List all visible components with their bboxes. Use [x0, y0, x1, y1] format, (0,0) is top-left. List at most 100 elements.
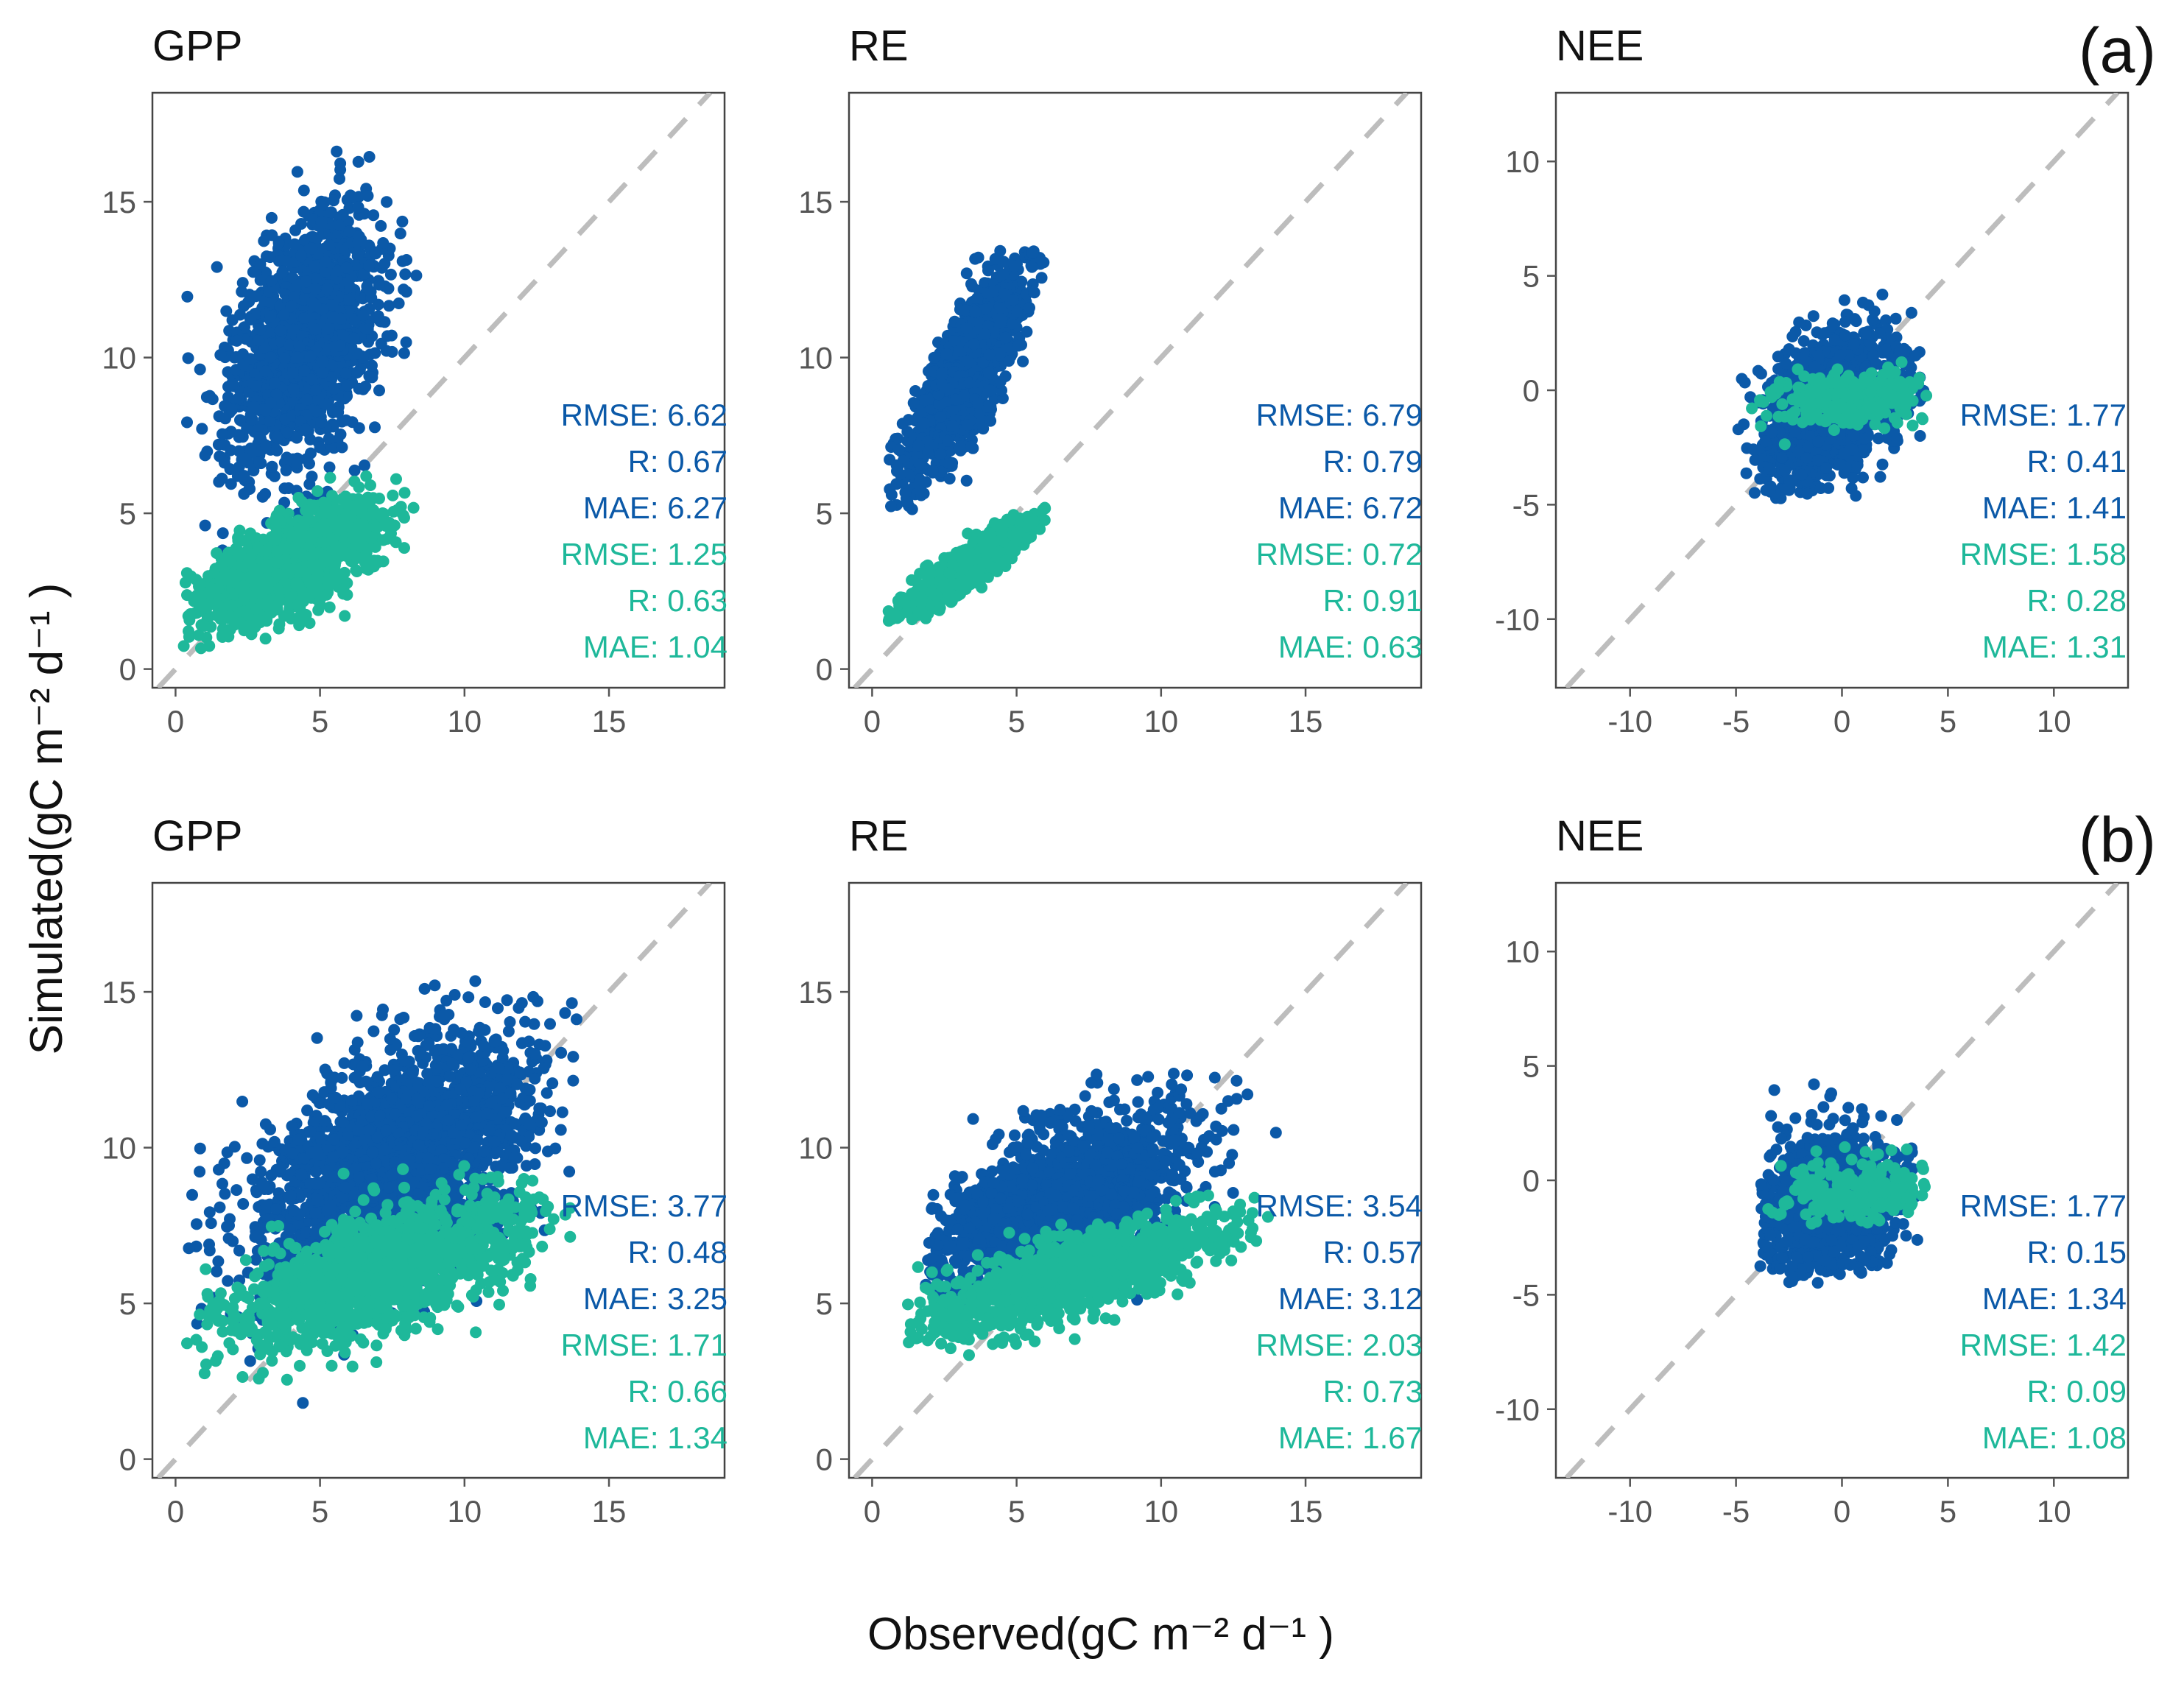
scatter-point — [181, 416, 193, 429]
scatter-point — [334, 428, 347, 440]
scatter-point — [278, 482, 291, 495]
scatter-point — [1004, 341, 1016, 353]
scatter-point — [993, 546, 1005, 558]
scatter-point — [934, 448, 947, 460]
scatter-point — [244, 527, 256, 540]
scatter-point — [312, 604, 325, 616]
scatter-point — [387, 489, 399, 501]
scatter-point — [300, 423, 312, 436]
scatter-point — [399, 268, 412, 281]
scatter-point — [912, 440, 925, 452]
scatter-point — [259, 633, 272, 645]
scatter-point — [309, 323, 322, 336]
scatter-point — [1038, 256, 1050, 269]
scatter-point — [234, 414, 246, 426]
scatter-point — [375, 219, 387, 232]
scatter-point — [289, 224, 302, 236]
scatter-point — [244, 619, 256, 631]
scatter-point — [932, 388, 945, 401]
scatter-point — [1039, 502, 1052, 515]
scatter-point — [961, 355, 973, 367]
scatter-point — [334, 339, 346, 352]
scatter-point — [253, 614, 266, 627]
scatter-point — [901, 434, 914, 447]
scatter-point — [294, 529, 306, 542]
x-tick-label: 5 — [311, 704, 328, 739]
scatter-point — [338, 566, 351, 579]
scatter-point — [323, 601, 336, 613]
scatter-point — [323, 461, 336, 473]
scatter-point — [946, 420, 959, 432]
scatter-point — [882, 605, 895, 617]
scatter-point — [373, 384, 385, 397]
scatter-point — [352, 155, 364, 168]
scatter-point — [265, 275, 278, 287]
scatter-point — [273, 585, 286, 597]
panel-title: GPP — [152, 22, 243, 70]
scatter-point — [336, 441, 348, 454]
scatter-point — [994, 317, 1007, 329]
scatter-point — [341, 577, 353, 589]
scatter-point — [926, 465, 939, 477]
scatter-point — [359, 459, 370, 471]
scatter-point — [216, 527, 229, 540]
scatter-point — [922, 573, 934, 585]
scatter-point — [915, 458, 927, 471]
scatter-point — [264, 415, 276, 427]
scatter-point — [398, 542, 410, 554]
scatter-point — [292, 492, 305, 504]
series-blue-points — [181, 145, 423, 557]
scatter-point — [383, 300, 395, 312]
scatter-point — [306, 242, 318, 255]
scatter-point — [977, 423, 990, 435]
scatter-point — [280, 454, 292, 467]
scatter-point — [370, 521, 382, 533]
scatter-point — [372, 310, 384, 323]
series-green-points — [882, 501, 1052, 627]
scatter-point — [353, 191, 365, 203]
scatter-point — [343, 293, 356, 306]
scatter-point — [180, 567, 193, 579]
scatter-point — [219, 439, 231, 451]
scatter-point — [963, 376, 976, 389]
scatter-point — [320, 256, 332, 268]
scatter-point — [385, 329, 398, 342]
scatter-point — [258, 342, 271, 354]
scatter-point — [297, 205, 310, 218]
scatter-point — [363, 259, 376, 272]
scatter-point — [328, 194, 340, 207]
scatter-point — [235, 535, 247, 547]
scatter-point — [190, 574, 202, 586]
scatter-point — [391, 504, 404, 516]
scatter-point — [934, 411, 947, 423]
scatter-point — [1017, 355, 1029, 367]
scatter-point — [292, 599, 304, 611]
scatter-point — [914, 406, 926, 418]
scatter-point — [309, 384, 322, 396]
scatter-point — [953, 345, 965, 357]
y-tick-label: 0 — [119, 652, 136, 687]
scatter-point — [339, 244, 352, 256]
scatter-point — [961, 419, 973, 431]
y-axis-title: Simulated(gC m⁻² d⁻¹ ) — [21, 583, 72, 1055]
scatter-point — [377, 237, 390, 249]
scatter-point — [377, 534, 390, 546]
scatter-point — [1012, 339, 1025, 352]
scatter-point — [899, 486, 912, 498]
scatter-point — [250, 603, 263, 616]
series-blue-ellipse — [972, 371, 981, 381]
scatter-point — [211, 261, 223, 273]
scatter-point — [336, 415, 348, 428]
scatter-point — [286, 367, 299, 379]
series-green-points — [177, 470, 420, 655]
scatter-point — [915, 489, 928, 501]
scatter-point — [369, 347, 381, 359]
scatter-point — [297, 519, 310, 532]
scatter-point — [230, 334, 243, 347]
scatter-point — [268, 470, 281, 482]
scatter-point — [293, 619, 306, 632]
series-blue-points — [884, 244, 1050, 515]
scatter-point — [317, 520, 330, 532]
scatter-point — [950, 393, 962, 406]
